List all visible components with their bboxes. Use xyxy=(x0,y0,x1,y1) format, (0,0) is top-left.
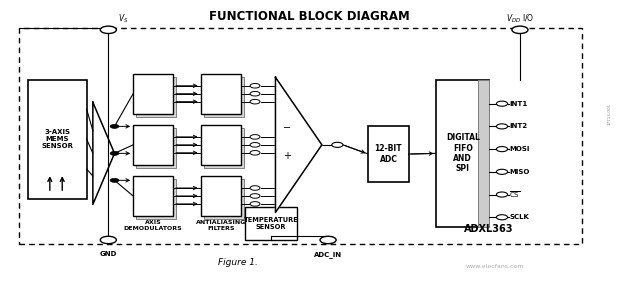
Bar xyxy=(201,74,241,114)
Circle shape xyxy=(250,135,260,139)
Bar xyxy=(136,128,176,168)
Text: INT1: INT1 xyxy=(509,101,527,107)
Text: +: + xyxy=(283,151,290,161)
Text: FUNCTIONAL BLOCK DIAGRAM: FUNCTIONAL BLOCK DIAGRAM xyxy=(209,10,410,23)
Text: ANTIALIASING
FILTERS: ANTIALIASING FILTERS xyxy=(196,220,246,231)
Bar xyxy=(204,128,244,168)
Text: 3-AXIS
MEMS
SENSOR: 3-AXIS MEMS SENSOR xyxy=(41,129,73,149)
Bar xyxy=(478,80,489,227)
Circle shape xyxy=(250,194,260,198)
Circle shape xyxy=(512,26,528,34)
Bar xyxy=(133,125,173,165)
Circle shape xyxy=(250,202,260,206)
Bar xyxy=(19,28,582,244)
Circle shape xyxy=(496,147,508,152)
Text: AXIS
DEMODULATORS: AXIS DEMODULATORS xyxy=(124,220,182,231)
Text: TEMPERATURE
SENSOR: TEMPERATURE SENSOR xyxy=(243,217,298,230)
Text: −: − xyxy=(282,123,291,133)
Circle shape xyxy=(250,151,260,155)
Text: Figure 1.: Figure 1. xyxy=(219,258,258,267)
Circle shape xyxy=(250,143,260,147)
Circle shape xyxy=(496,215,508,220)
Circle shape xyxy=(110,151,119,155)
Circle shape xyxy=(496,169,508,174)
Text: GND: GND xyxy=(100,251,117,257)
Circle shape xyxy=(110,124,119,128)
Circle shape xyxy=(100,236,116,244)
Text: 17713-001: 17713-001 xyxy=(608,103,612,125)
Circle shape xyxy=(110,178,119,182)
Circle shape xyxy=(496,124,508,129)
Text: MOSI: MOSI xyxy=(509,146,530,152)
Circle shape xyxy=(100,26,116,34)
Bar xyxy=(201,176,241,216)
Bar xyxy=(245,207,297,240)
Text: SCLK: SCLK xyxy=(509,214,529,220)
Bar xyxy=(368,126,409,182)
Text: DIGITAL
FIFO
AND
SPI: DIGITAL FIFO AND SPI xyxy=(446,133,480,174)
Bar xyxy=(133,176,173,216)
Circle shape xyxy=(496,192,508,197)
Circle shape xyxy=(250,83,260,88)
Bar xyxy=(436,80,489,227)
Polygon shape xyxy=(93,102,115,204)
Text: $V_S$: $V_S$ xyxy=(118,12,128,25)
Text: $V_{DD}$ I/O: $V_{DD}$ I/O xyxy=(506,12,534,25)
Text: INT2: INT2 xyxy=(509,123,527,130)
Circle shape xyxy=(332,142,343,147)
Circle shape xyxy=(320,236,336,244)
Bar xyxy=(133,74,173,114)
Text: ADC_IN: ADC_IN xyxy=(314,251,342,258)
Circle shape xyxy=(250,91,260,96)
Text: MISO: MISO xyxy=(509,169,530,175)
Circle shape xyxy=(496,101,508,106)
Bar xyxy=(204,179,244,219)
Bar xyxy=(28,80,87,199)
Bar xyxy=(204,77,244,117)
Circle shape xyxy=(250,99,260,104)
Bar xyxy=(201,125,241,165)
Text: 12-BIT
ADC: 12-BIT ADC xyxy=(374,144,402,164)
Polygon shape xyxy=(275,77,322,212)
Bar xyxy=(136,179,176,219)
Text: ADXL363: ADXL363 xyxy=(464,224,514,234)
Bar xyxy=(136,77,176,117)
Circle shape xyxy=(250,186,260,190)
Text: www.elecfans.com: www.elecfans.com xyxy=(466,264,524,270)
Text: $\overline{\mathrm{CS}}$: $\overline{\mathrm{CS}}$ xyxy=(509,189,521,200)
